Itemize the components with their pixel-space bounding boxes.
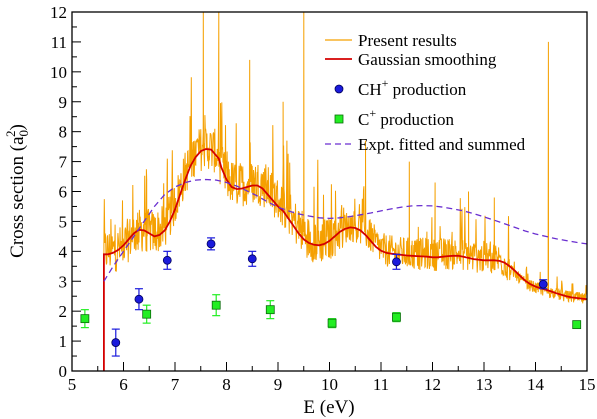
- point-c-production: [265, 305, 275, 315]
- x-axis-label: E (eV): [303, 397, 354, 418]
- point-ch-production: [206, 239, 216, 249]
- plot-area: [80, 12, 587, 371]
- y-tick-label: 12: [50, 3, 67, 22]
- y-tick-label: 5: [59, 212, 68, 231]
- point-c-production: [392, 312, 401, 322]
- y-axis-label: Cross section (a02): [3, 124, 31, 258]
- y-axis-label-sub: 0: [16, 130, 31, 137]
- x-tick-label: 7: [171, 375, 180, 394]
- legend-label-ch: CH+ production: [358, 76, 467, 99]
- x-tick-label: 6: [119, 375, 128, 394]
- point-c-production: [211, 300, 221, 310]
- y-tick-label: 8: [59, 123, 68, 142]
- x-tick-label: 15: [579, 375, 596, 394]
- y-tick-label: 7: [59, 153, 68, 172]
- y-tick-label: 4: [59, 242, 68, 261]
- point-ch-production: [134, 294, 144, 304]
- y-tick-label: 6: [59, 183, 68, 202]
- legend-label-present: Present results: [358, 31, 457, 50]
- series-expt: [103, 178, 587, 282]
- point-ch-production: [111, 338, 121, 347]
- y-tick-label: 1: [59, 332, 68, 351]
- y-tick-label: 3: [59, 272, 68, 291]
- x-tick-label: 14: [527, 375, 545, 394]
- x-tick-label: 9: [274, 375, 283, 394]
- y-tick-label: 10: [50, 63, 67, 82]
- x-tick-label: 11: [373, 375, 389, 394]
- point-c-production: [80, 314, 90, 324]
- x-tick-label: 13: [476, 375, 493, 394]
- legend-marker-ch: [334, 84, 344, 94]
- point-c-production: [327, 318, 337, 328]
- y-tick-label: 0: [59, 362, 68, 381]
- series-present-results: [103, 12, 587, 371]
- legend-marker-c: [334, 114, 344, 124]
- y-axis-label-sup: 2: [3, 130, 18, 137]
- point-ch-production: [538, 279, 548, 289]
- point-c-production: [572, 320, 582, 330]
- legend: Present results Gaussian smoothing CH+ p…: [325, 31, 526, 154]
- point-ch-production: [247, 254, 257, 264]
- legend-label-c: C+ production: [358, 106, 455, 129]
- x-tick-label: 5: [68, 375, 77, 394]
- point-ch-production: [392, 257, 401, 267]
- x-tick-label: 8: [222, 375, 231, 394]
- legend-label-expt: Expt. fitted and summed: [358, 135, 526, 154]
- y-tick-label: 2: [59, 302, 68, 321]
- series-gaussian: [103, 148, 587, 371]
- y-tick-label: 9: [59, 93, 68, 112]
- point-ch-production: [162, 255, 172, 265]
- point-c-production: [142, 309, 152, 319]
- y-tick-label: 11: [51, 33, 67, 52]
- x-tick-label: 12: [424, 375, 441, 394]
- legend-label-gaussian: Gaussian smoothing: [358, 50, 497, 69]
- x-tick-label: 10: [321, 375, 338, 394]
